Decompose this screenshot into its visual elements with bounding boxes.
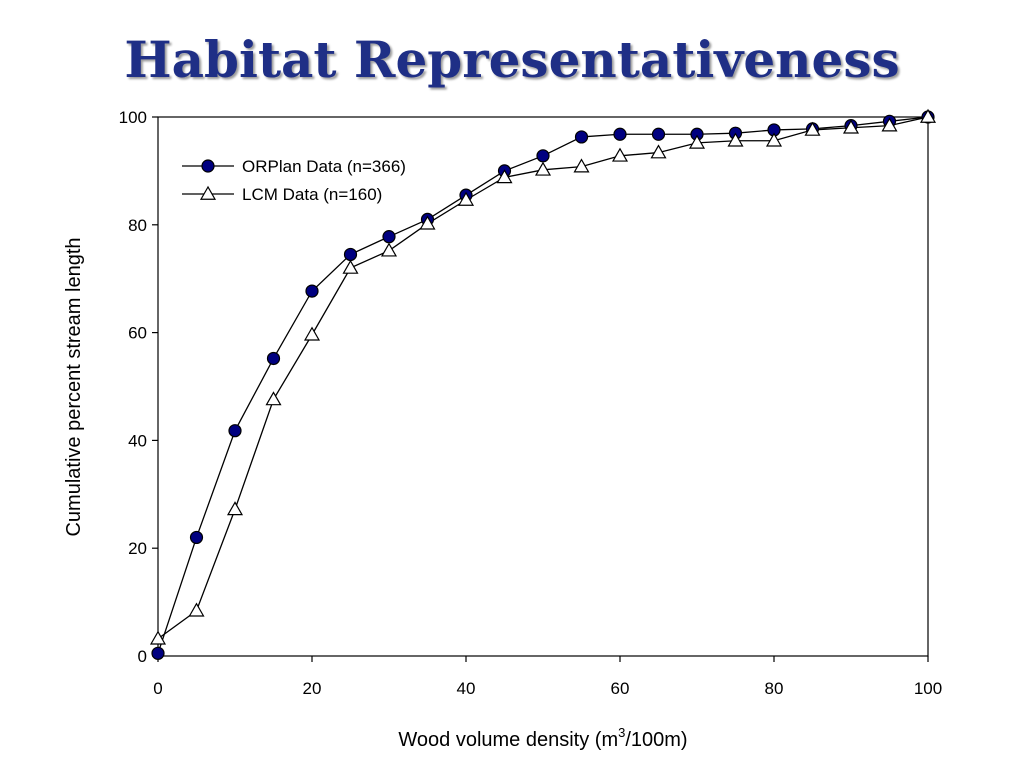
x-tick-label: 100 xyxy=(914,679,942,698)
data-point xyxy=(727,132,744,147)
data-point xyxy=(343,247,358,262)
data-point xyxy=(266,351,281,366)
legend-label: ORPlan Data (n=366) xyxy=(242,157,406,176)
data-point xyxy=(265,391,282,406)
data-point xyxy=(342,259,359,274)
data-point xyxy=(305,284,319,298)
plot-axes: 0 20 40 60 80 100 0 20 40 60 80 100 xyxy=(119,108,943,698)
x-tick-label: 0 xyxy=(153,679,162,698)
data-point xyxy=(151,646,165,660)
data-point xyxy=(765,132,783,147)
data-point xyxy=(842,119,860,134)
data-point xyxy=(419,215,436,230)
y-tick-label: 0 xyxy=(138,647,147,666)
data-point xyxy=(919,108,937,123)
x-tick-label: 60 xyxy=(611,679,630,698)
data-point xyxy=(189,530,204,545)
data-point xyxy=(496,169,513,184)
x-axis-label-tail: /100m) xyxy=(625,729,687,751)
data-point xyxy=(226,501,244,516)
data-point xyxy=(688,134,706,149)
data-point xyxy=(382,230,396,244)
x-axis-label-main: Wood volume density (m xyxy=(398,729,618,751)
x-tick-label: 20 xyxy=(303,679,322,698)
data-point xyxy=(228,424,242,438)
data-point xyxy=(457,191,475,206)
x-tick-label: 40 xyxy=(457,679,476,698)
data-point xyxy=(804,121,821,136)
y-tick-label: 100 xyxy=(119,108,147,127)
series-markers-1 xyxy=(149,108,937,645)
data-point xyxy=(613,127,627,141)
data-point xyxy=(611,147,629,162)
y-tick-label: 80 xyxy=(128,216,147,235)
x-tick-label: 80 xyxy=(765,679,784,698)
data-point xyxy=(534,161,552,176)
slide-title: Habitat Representativeness xyxy=(124,30,900,89)
x-axis-label-superscript: 3 xyxy=(618,725,625,740)
plot-series xyxy=(149,108,937,660)
legend-marker xyxy=(201,159,215,173)
legend-marker xyxy=(199,185,217,200)
legend-entry: LCM Data (n=160) xyxy=(182,185,382,204)
data-point xyxy=(380,242,398,257)
data-point xyxy=(651,127,666,141)
data-point xyxy=(881,117,898,132)
y-tick-label: 60 xyxy=(128,324,147,343)
y-tick-label: 40 xyxy=(128,431,147,450)
legend: ORPlan Data (n=366) LCM Data (n=160) xyxy=(182,157,406,204)
data-point xyxy=(574,130,589,144)
data-point xyxy=(536,149,550,163)
legend-label: LCM Data (n=160) xyxy=(242,185,382,204)
data-point xyxy=(573,158,590,173)
data-point xyxy=(303,326,321,341)
x-axis-label: Wood volume density (m3/100m) xyxy=(398,725,687,751)
legend-entry: ORPlan Data (n=366) xyxy=(182,157,406,176)
data-point xyxy=(650,144,667,159)
plot-frame xyxy=(157,116,929,657)
y-tick-label: 20 xyxy=(128,539,147,558)
y-axis-label: Cumulative percent stream length xyxy=(63,237,85,536)
data-point xyxy=(149,630,167,645)
data-point xyxy=(188,602,205,617)
